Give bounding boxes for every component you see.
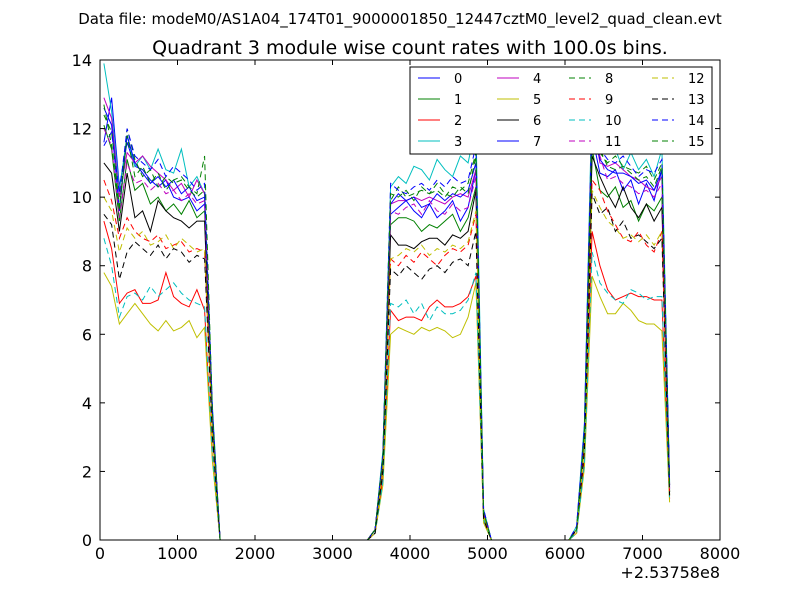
y-tick-label: 0 (82, 531, 92, 550)
x-tick-label: 3000 (312, 544, 353, 563)
y-tick-label: 14 (72, 51, 92, 70)
legend-label-1: 1 (454, 93, 462, 108)
x-tick-label: 6000 (545, 544, 586, 563)
legend-label-8: 8 (605, 72, 613, 87)
legend-label-13: 13 (688, 93, 705, 108)
y-tick-label: 12 (72, 120, 92, 139)
series-line-14 (103, 107, 671, 541)
series-line-9 (103, 178, 671, 541)
x-tick-label: 1000 (157, 544, 198, 563)
series-line-12 (103, 190, 671, 541)
x-tick-label: 7000 (622, 544, 663, 563)
y-tick-label: 4 (82, 394, 92, 413)
chart-title: Quadrant 3 module wise count rates with … (152, 37, 668, 59)
axis-ticks: 0 1000 2000 3000 4000 5000 6000 7000 80000246810… (72, 51, 741, 563)
series-line-5 (103, 272, 671, 541)
legend-label-0: 0 (454, 72, 462, 87)
legend-label-14: 14 (688, 114, 705, 129)
series-line-10 (103, 238, 671, 541)
legend-label-2: 2 (454, 114, 462, 129)
y-tick-label: 6 (82, 325, 92, 344)
x-tick-label: 4000 (390, 544, 431, 563)
legend-label-5: 5 (533, 93, 541, 108)
series-line-13 (103, 193, 671, 541)
legend-label-10: 10 (605, 114, 622, 129)
y-tick-label: 2 (82, 462, 92, 481)
x-tick-label: 2000 (235, 544, 276, 563)
data-file-label: Data file: modeM0/AS1A04_174T01_90000018… (78, 10, 722, 29)
series-layer (103, 63, 671, 541)
legend-label-6: 6 (533, 114, 541, 129)
legend-label-9: 9 (605, 93, 613, 108)
legend-label-4: 4 (533, 72, 541, 87)
legend-label-3: 3 (454, 135, 462, 150)
x-tick-label: 8000 (700, 544, 741, 563)
y-tick-label: 10 (72, 188, 92, 207)
legend-label-15: 15 (688, 135, 705, 150)
x-tick-label: 0 (95, 544, 105, 563)
legend-label-12: 12 (688, 72, 705, 87)
x-offset-label: +2.53758e8 (620, 563, 720, 582)
legend-label-11: 11 (605, 135, 622, 150)
legend-label-7: 7 (533, 135, 541, 150)
y-tick-label: 8 (82, 257, 92, 276)
series-line-6 (103, 155, 671, 541)
x-tick-label: 5000 (467, 544, 508, 563)
series-line-15 (103, 104, 671, 541)
legend-box (409, 66, 713, 155)
